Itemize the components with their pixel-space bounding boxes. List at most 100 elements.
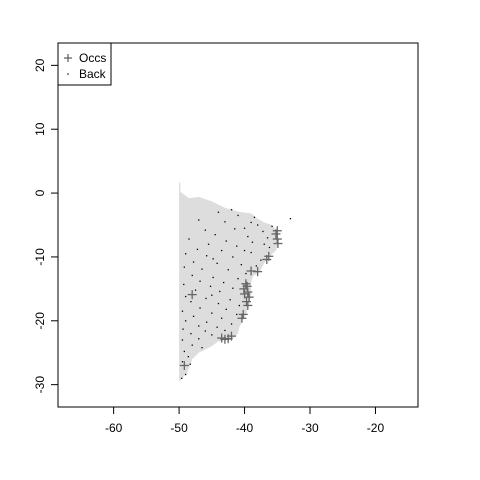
back-point bbox=[199, 307, 201, 309]
back-point bbox=[257, 224, 259, 226]
occ-point bbox=[242, 297, 252, 307]
back-point bbox=[201, 347, 203, 349]
back-point bbox=[225, 308, 227, 310]
region-layer bbox=[179, 181, 279, 382]
back-point bbox=[289, 218, 292, 220]
back-point bbox=[191, 344, 193, 346]
back-point bbox=[234, 228, 236, 230]
back-point bbox=[227, 269, 229, 271]
x-axis: -60 -50 -40 -30 -20 bbox=[105, 406, 384, 435]
back-point bbox=[212, 276, 214, 279]
back-point bbox=[271, 225, 273, 227]
y-tick-label: -10 bbox=[33, 248, 47, 266]
back-point bbox=[212, 258, 214, 260]
back-point bbox=[190, 333, 192, 335]
back-point bbox=[225, 240, 227, 242]
back-point bbox=[198, 219, 200, 221]
y-tick-label: 20 bbox=[33, 58, 47, 72]
back-point bbox=[185, 373, 187, 376]
occ-point bbox=[272, 234, 282, 244]
y-tick-label: -30 bbox=[33, 376, 47, 394]
back-point bbox=[250, 221, 252, 224]
legend: Occs Back bbox=[57, 42, 112, 86]
legend-symbol-occs bbox=[64, 54, 72, 62]
back-point bbox=[192, 315, 195, 317]
back-point bbox=[183, 350, 185, 353]
back-point bbox=[214, 234, 216, 236]
back-points-layer bbox=[181, 209, 292, 379]
back-point bbox=[232, 287, 234, 289]
background-region bbox=[179, 181, 279, 382]
legend-plus bbox=[64, 54, 72, 62]
back-point bbox=[237, 214, 239, 217]
occ-point bbox=[237, 313, 247, 323]
occ-point bbox=[243, 300, 253, 310]
back-point bbox=[192, 261, 195, 263]
back-point bbox=[211, 312, 213, 314]
back-point bbox=[211, 334, 213, 336]
back-point bbox=[185, 295, 187, 298]
back-point bbox=[199, 280, 201, 282]
back-point bbox=[191, 274, 193, 277]
back-point bbox=[181, 361, 184, 363]
occ-point bbox=[187, 290, 197, 300]
back-point bbox=[183, 283, 185, 286]
back-point bbox=[260, 259, 262, 261]
back-point bbox=[262, 230, 264, 233]
back-point bbox=[247, 235, 249, 238]
back-point bbox=[206, 321, 208, 323]
back-point bbox=[204, 330, 206, 332]
back-point bbox=[250, 251, 252, 254]
back-point bbox=[236, 313, 238, 316]
back-point bbox=[201, 268, 203, 270]
legend-symbol-back bbox=[67, 73, 69, 75]
back-point bbox=[251, 241, 254, 243]
back-point bbox=[181, 310, 184, 312]
back-point bbox=[266, 237, 269, 239]
back-point bbox=[209, 285, 212, 287]
back-point bbox=[221, 249, 223, 252]
occ-point bbox=[262, 254, 272, 264]
occ-point bbox=[271, 229, 281, 239]
back-point bbox=[216, 262, 218, 264]
back-point bbox=[224, 329, 226, 332]
back-point bbox=[185, 320, 187, 322]
back-point bbox=[255, 265, 257, 267]
occ-point bbox=[246, 266, 256, 276]
back-point bbox=[243, 249, 246, 252]
back-point bbox=[230, 209, 233, 211]
legend-dot bbox=[67, 73, 69, 75]
back-point bbox=[238, 304, 240, 307]
x-tick-label: -50 bbox=[170, 421, 188, 435]
back-point bbox=[198, 338, 200, 340]
back-point bbox=[206, 255, 208, 257]
back-point bbox=[181, 377, 183, 379]
x-tick-label: -60 bbox=[105, 421, 123, 435]
occ-point bbox=[273, 239, 283, 249]
back-point bbox=[207, 243, 210, 245]
back-point bbox=[204, 229, 206, 231]
back-point bbox=[190, 301, 192, 303]
back-point bbox=[240, 264, 242, 266]
back-point bbox=[185, 253, 187, 255]
back-point bbox=[196, 248, 199, 250]
back-point bbox=[243, 227, 246, 229]
back-point bbox=[187, 356, 189, 358]
back-point bbox=[253, 216, 256, 218]
y-tick-label: -20 bbox=[33, 312, 47, 330]
back-point bbox=[236, 245, 238, 247]
back-point bbox=[183, 266, 185, 268]
back-point bbox=[237, 278, 239, 280]
y-tick-label: 0 bbox=[33, 189, 47, 196]
back-point bbox=[181, 339, 184, 341]
back-point bbox=[188, 238, 190, 240]
back-point bbox=[230, 323, 233, 325]
back-point bbox=[245, 272, 247, 275]
back-point bbox=[224, 221, 226, 223]
back-point bbox=[232, 256, 234, 258]
x-tick-label: -30 bbox=[301, 421, 319, 435]
back-point bbox=[219, 290, 221, 293]
back-point bbox=[229, 299, 231, 301]
back-point bbox=[182, 328, 184, 330]
